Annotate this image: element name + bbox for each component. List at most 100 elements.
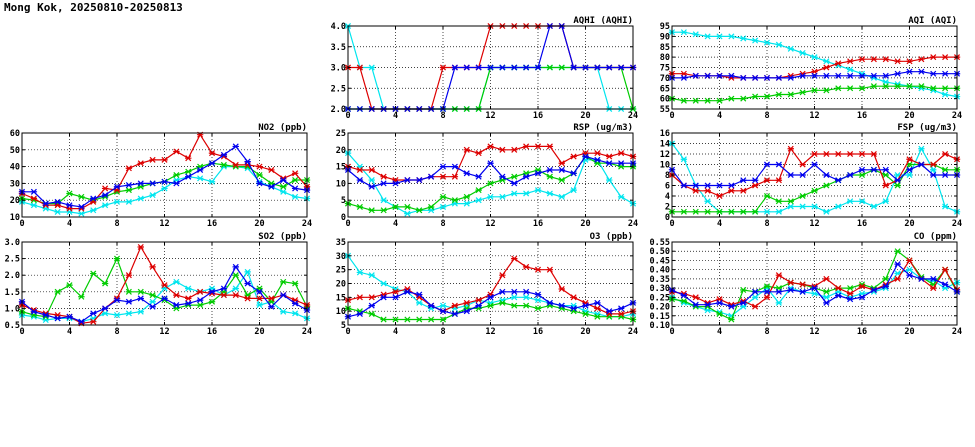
y-tick-label: 90 [660,32,670,42]
data-point [728,303,735,310]
data-point [728,316,735,323]
x-tick-label: 20 [904,111,914,121]
data-point [487,294,494,301]
data-point [499,173,506,180]
data-point [582,302,589,309]
data-point [54,288,61,295]
y-tick-label: 0.25 [650,293,670,303]
data-point [570,170,577,177]
y-tick-label: 75 [660,64,670,74]
data-point [256,288,263,295]
data-point [173,292,180,299]
data-point [906,266,913,273]
data-point [775,208,783,215]
data-point [930,166,937,173]
data-point [101,310,109,317]
x-tick-label: 12 [809,327,819,337]
x-tick-label: 24 [952,111,962,121]
data-point [125,182,133,189]
data-point [882,182,889,189]
y-tick-label: 0.55 [650,238,670,248]
data-point [511,190,518,197]
data-point [941,171,949,179]
data-point [511,173,518,180]
chart-title: AQI (AQI) [908,16,957,26]
data-point [78,318,85,325]
x-tick-label: 8 [764,219,769,229]
data-point [499,288,506,295]
data-point [882,171,889,179]
x-tick-label: 16 [533,219,543,229]
data-point [763,177,771,184]
data-point [522,288,530,295]
data-point [918,83,925,90]
data-point [487,64,494,71]
data-point [906,171,913,179]
y-tick-label: 25 [336,129,346,139]
y-tick-label: 55 [660,105,670,115]
data-point [416,177,423,184]
data-point [582,310,589,317]
chart-co: 0 4 8 12 16 20 240.100.150.200.250.300.350.400… [650,232,963,337]
data-point [680,29,688,36]
data-point [763,288,771,295]
data-point [570,64,577,71]
data-point [704,72,711,79]
chart-aqhi: 0 4 8 12 16 20 24 2.0 2.5 3.0 3.5 4.0 AQHI (AQHI) [331,16,638,121]
data-point [113,255,121,262]
series-4 [344,288,637,320]
data-point [451,64,459,71]
data-point [594,64,601,71]
data-point [882,83,889,90]
data-point [439,316,447,323]
y-tick-label: 35 [336,238,346,248]
y-tick-label: 50 [10,146,20,156]
data-point [870,203,878,210]
data-point [870,286,878,293]
data-point [522,263,530,270]
data-point [811,150,818,158]
y-tick-label: 10 [660,161,670,171]
chart-title: RSP (ug/m3) [573,123,633,133]
data-point [196,297,204,304]
data-point [941,91,949,98]
data-point [487,143,494,150]
data-point [78,293,85,300]
data-point [835,177,842,184]
data-point [751,93,759,100]
data-point [882,56,889,63]
data-point [185,155,192,162]
data-point [30,202,38,209]
y-tick-label: 1.0 [5,304,20,314]
data-point [787,74,794,81]
y-tick-label: 2.5 [5,255,20,265]
x-tick-label: 20 [580,111,590,121]
data-point [356,310,364,317]
chart-so2: 0 4 8 12 16 20 24 0.5 1.0 1.5 2.0 2.5 3.0 SO2 (ppb) [5,232,312,337]
data-point [137,308,144,315]
data-point [823,58,830,65]
data-point [692,97,699,104]
data-point [256,180,263,187]
data-point [716,192,723,200]
data-point [113,312,121,319]
x-tick-label: 4 [393,111,398,121]
series-4 [668,161,961,189]
data-point [439,308,447,315]
data-point [368,177,375,184]
data-point [451,197,459,204]
data-point [368,183,375,190]
data-point [906,58,913,65]
x-tick-label: 24 [302,219,312,229]
data-point [751,182,759,189]
data-point [291,310,299,317]
data-point [680,97,688,104]
series-3 [668,257,961,310]
x-tick-label: 20 [904,219,914,229]
data-point [439,193,447,200]
data-point [882,275,889,282]
data-point [740,187,747,194]
y-tick-label: 20 [10,196,20,206]
data-point [716,72,723,79]
data-point [858,85,866,92]
